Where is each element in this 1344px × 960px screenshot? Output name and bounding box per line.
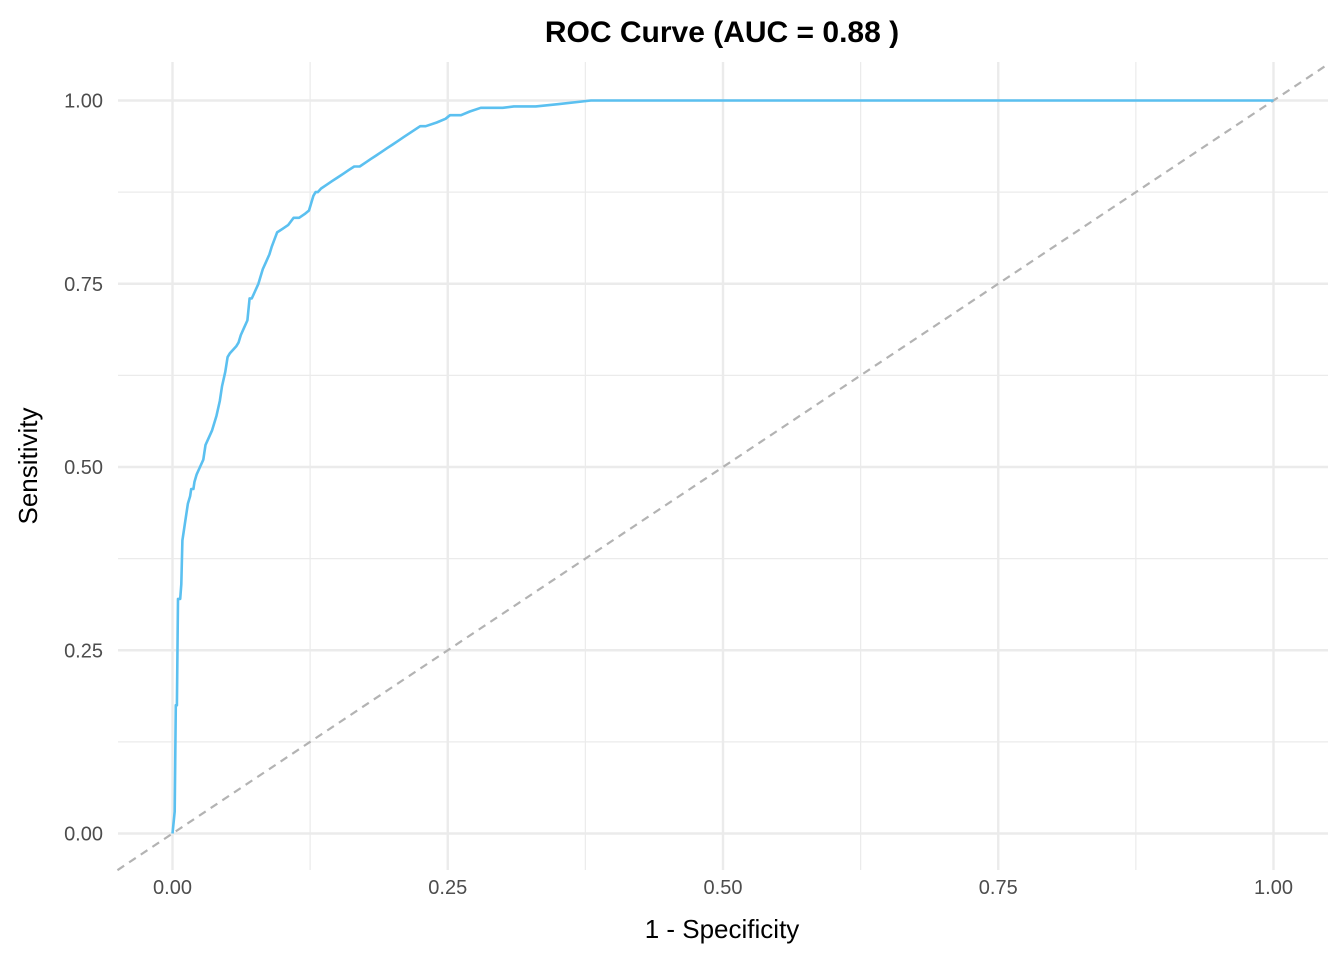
x-tick-label: 0.50 [704,877,743,899]
x-axis-title: 1 - Specificity [645,914,800,944]
x-tick-label: 0.00 [153,877,192,899]
diagonal-reference-line [116,62,1330,872]
x-tick-label: 0.25 [428,877,467,899]
reference-line [116,62,1330,872]
series-layer [171,99,1274,834]
y-axis-title: Sensitivity [13,407,43,524]
y-axis-ticks: 0.00 0.25 0.50 0.75 1.00 [64,91,103,846]
y-tick-label: 0.50 [64,457,103,479]
x-axis-ticks: 0.00 0.25 0.50 0.75 1.00 [153,877,1293,899]
x-tick-label: 0.75 [979,877,1018,899]
y-tick-label: 0.75 [64,274,103,296]
chart-title: ROC Curve (AUC = 0.88 ) [545,16,899,49]
x-tick-label: 1.00 [1254,877,1293,899]
y-tick-label: 1.00 [64,91,103,113]
y-tick-label: 0.00 [64,824,103,846]
roc-curve-line [171,99,1274,834]
y-tick-label: 0.25 [64,640,103,662]
